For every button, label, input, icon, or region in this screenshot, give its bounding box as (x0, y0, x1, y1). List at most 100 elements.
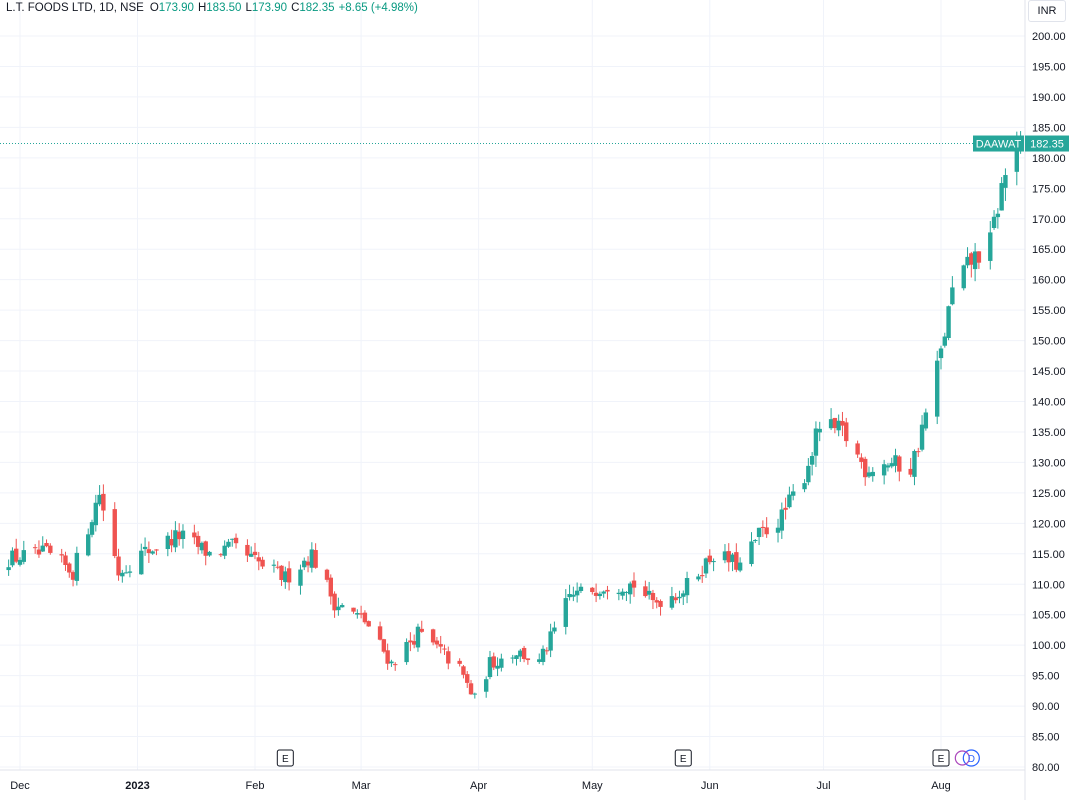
split-marker-icon[interactable] (954, 750, 970, 766)
candle-body (358, 613, 364, 615)
candle-body (389, 661, 394, 664)
candle-body (465, 674, 470, 683)
candle-body (893, 455, 898, 466)
candle-body (889, 463, 894, 467)
candle-body (972, 251, 978, 270)
candle-body (544, 650, 550, 652)
candle-body (165, 535, 171, 550)
candle-body (760, 526, 766, 528)
earnings-marker-icon[interactable] (932, 749, 950, 767)
price-tag-value: 182.35 (1030, 139, 1064, 151)
candle-body (703, 558, 709, 574)
candle-body (620, 591, 625, 596)
price-tick-label: 140.00 (1032, 397, 1066, 409)
legend-low: 173.90 (251, 2, 288, 14)
candle-body (942, 336, 947, 346)
legend-symbol: L.T. FOODS LTD, 1D, NSE (6, 2, 144, 14)
candle-body (593, 592, 599, 596)
candle-body (351, 607, 356, 612)
price-tick-label: 160.00 (1032, 275, 1066, 287)
candle-body (537, 659, 542, 662)
earnings-marker-label: E (282, 754, 289, 765)
dividend-marker-icon[interactable] (962, 749, 980, 767)
candle-body (499, 658, 504, 668)
candle-body (139, 550, 144, 575)
candle-body (252, 551, 258, 556)
candle-body (775, 527, 781, 533)
candle-body (97, 494, 102, 505)
candle-body (988, 232, 993, 261)
candle-body (832, 417, 838, 429)
candle-body (916, 451, 921, 453)
time-tick-label: Dec (10, 780, 30, 792)
price-tick-label: 175.00 (1032, 183, 1066, 195)
candle-body (233, 537, 239, 544)
candle-body (919, 424, 925, 450)
candle-body (362, 612, 368, 623)
candle-body (248, 553, 254, 557)
price-tick-label: 80.00 (1032, 762, 1060, 774)
price-tick-label: 85.00 (1032, 732, 1060, 744)
candle-body (461, 666, 466, 675)
candle-body (923, 412, 929, 429)
candle-body (753, 540, 758, 542)
candle-body (574, 590, 580, 596)
candle-body (48, 545, 53, 553)
candle-body (176, 531, 182, 540)
legend-low-label: L (245, 2, 252, 14)
candle-body (487, 657, 493, 678)
candle-body (806, 465, 811, 483)
candle-body (628, 583, 633, 595)
price-tick-label: 155.00 (1032, 305, 1066, 317)
candle-body (961, 265, 966, 289)
candle-body (601, 591, 606, 594)
legend-high: 183.50 (206, 2, 242, 14)
candle-body (415, 626, 421, 648)
time-tick-label: Aug (931, 780, 951, 792)
candle-body (120, 572, 125, 577)
candle-body (855, 443, 860, 455)
candle-body (976, 251, 982, 263)
candle-body (222, 545, 227, 556)
candle-body (749, 541, 754, 565)
candle-body (790, 491, 796, 496)
time-axis: Dec 2023 Feb Mar Apr May Jun Jul Aug (10, 780, 951, 792)
candle-body (230, 538, 235, 540)
dividend-marker-label: D (968, 754, 975, 765)
candle-body (408, 640, 413, 643)
candle-body (817, 428, 822, 433)
candle-body (870, 471, 875, 477)
candle-body (828, 419, 834, 429)
candle-body (142, 546, 148, 550)
currency-button[interactable]: INR (1028, 0, 1066, 22)
candle-body (802, 483, 807, 490)
candle-body (468, 683, 474, 695)
candle-body (912, 450, 917, 477)
candle-body (605, 589, 610, 592)
candle-body (21, 550, 26, 562)
time-tick-label: Mar (352, 780, 371, 792)
candle-body (226, 541, 231, 547)
price-tick-label: 95.00 (1032, 671, 1060, 683)
candle-body (881, 464, 887, 476)
candle-body (737, 562, 743, 571)
candle-body (207, 551, 212, 556)
candle-body (938, 348, 944, 359)
price-tick-label: 110.00 (1032, 579, 1065, 591)
candle-body (309, 549, 315, 568)
candle-body (991, 216, 997, 228)
price-tick-label: 120.00 (1032, 518, 1066, 530)
candle-body (567, 594, 572, 598)
candle-body (783, 507, 788, 510)
earnings-marker-icon[interactable] (276, 749, 294, 767)
candle-body (1003, 175, 1008, 188)
candle-body (279, 565, 284, 580)
candle-body (199, 542, 205, 551)
earnings-marker-icon[interactable] (674, 749, 692, 767)
candle-body (245, 544, 250, 556)
candle-body (722, 551, 728, 561)
candle-body (525, 658, 531, 661)
candle-body (650, 592, 656, 601)
price-tick-label: 125.00 (1032, 488, 1066, 500)
